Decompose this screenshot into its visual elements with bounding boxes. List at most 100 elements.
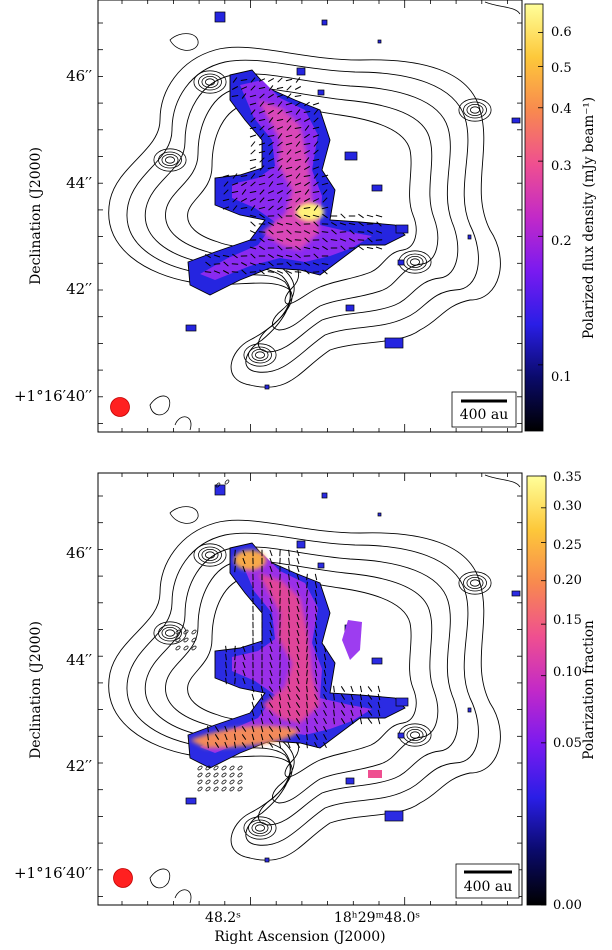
b-field-segment — [276, 238, 284, 242]
b-field-segment — [276, 94, 284, 98]
b-field-segment — [359, 717, 363, 725]
b-field-segment — [249, 158, 257, 162]
contour-line — [201, 76, 219, 89]
b-field-segment — [242, 557, 246, 565]
b-field-segment — [375, 214, 383, 218]
emission-patch — [296, 540, 306, 549]
b-field-segment — [207, 733, 209, 741]
b-field-segment — [322, 189, 328, 195]
b-field-segment — [288, 549, 290, 557]
b-field-segment — [288, 573, 290, 581]
b-field-segment — [314, 701, 318, 709]
b-field-segment — [267, 271, 275, 273]
b-field-segment — [237, 765, 243, 771]
b-field-segment — [276, 222, 284, 226]
b-field-segment — [306, 589, 308, 597]
b-field-segment — [303, 230, 311, 234]
b-field-segment — [321, 263, 329, 265]
b-field-segment — [295, 726, 301, 732]
b-field-segment — [288, 557, 290, 565]
contour-line — [169, 506, 199, 524]
b-field-segment — [321, 182, 329, 186]
b-field-segment — [260, 685, 264, 693]
b-field-segment — [287, 693, 291, 701]
b-field-segment — [224, 479, 230, 485]
ytick-label-46: 46′′ — [66, 544, 92, 562]
b-field-segment — [232, 253, 238, 259]
b-field-segment — [249, 126, 257, 130]
b-field-segment — [259, 125, 265, 131]
ytick-label-46: 46′′ — [66, 67, 92, 85]
b-field-segment — [268, 253, 274, 259]
b-field-segment — [241, 734, 247, 740]
b-field-segment — [269, 613, 273, 621]
b-field-segment — [333, 709, 335, 717]
b-field-segment — [296, 573, 300, 581]
b-field-segment — [197, 779, 203, 785]
b-field-segment — [205, 253, 211, 259]
contour-line — [243, 343, 277, 367]
b-field-segment — [269, 597, 273, 605]
ytick-label-40: +1°16′40′′ — [14, 387, 93, 405]
b-field-segment — [268, 718, 274, 724]
b-field-segment — [314, 733, 318, 741]
b-field-segment — [213, 254, 221, 258]
b-field-segment — [306, 741, 308, 749]
emission-patch — [344, 151, 358, 161]
b-field-segment — [258, 110, 266, 114]
b-field-segment — [313, 253, 319, 259]
b-field-segment — [197, 772, 203, 778]
b-field-segment — [285, 238, 293, 242]
b-field-segment — [250, 149, 256, 155]
b-field-segment — [312, 262, 320, 266]
b-field-segment — [312, 126, 320, 130]
b-field-segment — [221, 786, 227, 792]
b-field-segment — [322, 197, 328, 203]
b-field-segment — [269, 589, 273, 597]
axis-ticks — [98, 473, 522, 905]
contour-line — [144, 546, 459, 826]
b-field-segment — [314, 661, 318, 669]
contour-line — [165, 560, 439, 804]
b-field-segment — [215, 482, 221, 488]
b-field-segment — [260, 709, 264, 717]
scale-bar: 400 au — [451, 391, 517, 428]
b-field-segment — [258, 231, 266, 233]
b-field-segment — [333, 701, 335, 709]
b-field-segment — [268, 742, 274, 748]
emission-patch — [395, 224, 409, 234]
b-field-segment — [306, 581, 308, 589]
b-field-segment — [191, 637, 197, 643]
emission-patch — [377, 512, 382, 517]
b-field-segment — [237, 772, 243, 778]
b-field-segment — [286, 229, 292, 235]
b-field-segment — [288, 565, 290, 573]
b-field-segment — [222, 174, 230, 178]
colorbar-tick-label: 0.1 — [551, 370, 572, 385]
b-field-segment — [295, 173, 301, 179]
b-field-segment — [221, 779, 227, 785]
b-field-segment — [339, 238, 347, 242]
contour-line — [126, 59, 479, 373]
b-field-segment — [294, 127, 302, 129]
b-field-segment — [295, 734, 301, 740]
b-field-segment — [276, 254, 284, 258]
b-field-segment — [259, 165, 265, 171]
b-field-segment — [242, 661, 246, 669]
ytick-label-40: +1°16′40′′ — [14, 864, 93, 882]
b-field-segment — [277, 205, 283, 211]
b-field-segment — [237, 786, 243, 792]
b-field-segment — [287, 717, 291, 725]
b-field-segment — [269, 621, 273, 629]
b-field-segment — [268, 109, 274, 115]
emission-patch — [321, 19, 328, 26]
b-field-segment — [269, 653, 273, 661]
emission-patch — [397, 259, 405, 266]
b-field-segment — [288, 605, 290, 613]
b-field-segment — [277, 77, 283, 83]
b-field-segment — [277, 141, 283, 147]
b-field-segment — [286, 117, 292, 123]
b-field-segment — [259, 133, 265, 139]
b-field-segment — [268, 149, 274, 155]
b-field-segment — [285, 174, 293, 178]
